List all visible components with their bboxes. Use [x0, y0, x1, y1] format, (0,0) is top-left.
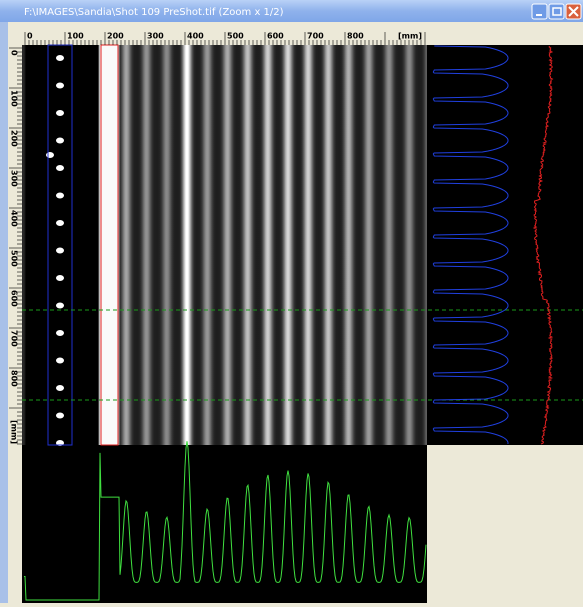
- left-ruler-label: 200: [10, 130, 19, 147]
- marker-dot: [56, 220, 64, 226]
- marker-dot: [56, 138, 64, 144]
- vertical-profile-panel: [427, 45, 583, 445]
- left-ruler-label: 0: [10, 50, 19, 56]
- marker-dot: [56, 193, 64, 199]
- top-ruler-label: 500: [227, 32, 244, 41]
- top-ruler-label: 800: [347, 32, 364, 41]
- top-ruler-label: 400: [187, 32, 204, 41]
- marker-dot: [56, 330, 64, 336]
- marker-dot: [56, 110, 64, 116]
- left-ruler-label: 700: [10, 330, 19, 347]
- left-ruler-label: 300: [10, 170, 19, 187]
- marker-dot: [56, 248, 64, 254]
- top-ruler-label: 100: [67, 32, 84, 41]
- top-ruler-label: 700: [307, 32, 324, 41]
- marker-dot: [56, 275, 64, 281]
- marker-dot: [56, 165, 64, 171]
- minimize-button[interactable]: [532, 4, 547, 19]
- left-ruler-label: 100: [10, 90, 19, 107]
- left-ruler-label: 400: [10, 210, 19, 227]
- left-ruler-label: [mm]: [10, 420, 19, 444]
- window-title: F:\IMAGES\Sandia\Shot 109 PreShot.tif (Z…: [24, 7, 284, 18]
- left-ruler-label: 500: [10, 250, 19, 267]
- top-ruler-label: 200: [107, 32, 124, 41]
- left-ruler-label: 800: [10, 370, 19, 387]
- top-ruler-label: 300: [147, 32, 164, 41]
- marker-dot: [56, 385, 64, 391]
- top-ruler-label: 600: [267, 32, 284, 41]
- window: F:\IMAGES\Sandia\Shot 109 PreShot.tif (Z…: [0, 0, 583, 603]
- marker-dot: [56, 358, 64, 364]
- marker-dot: [56, 55, 64, 61]
- page: F:\IMAGES\Sandia\Shot 109 PreShot.tif (Z…: [0, 0, 583, 603]
- minimize-icon: [536, 14, 542, 16]
- left-ruler-label: 600: [10, 290, 19, 307]
- marker-dot: [56, 303, 64, 309]
- marker-dot: [56, 413, 64, 419]
- marker-dot: [56, 83, 64, 89]
- left-border: [0, 22, 8, 603]
- top-ruler-label: 0: [27, 32, 33, 41]
- marker-dot: [46, 152, 54, 158]
- image: [22, 45, 427, 445]
- top-ruler-label: [mm]: [398, 32, 422, 41]
